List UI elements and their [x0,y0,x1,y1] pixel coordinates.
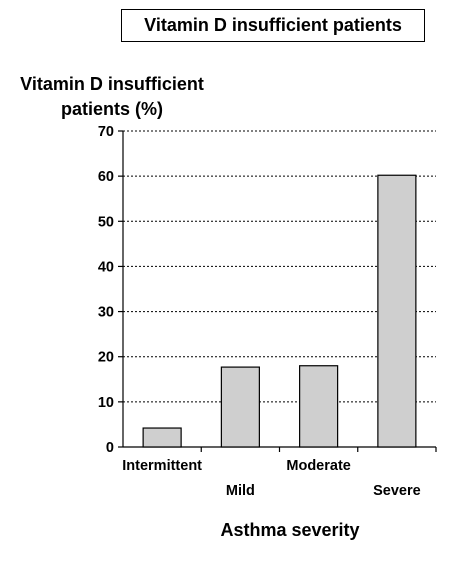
y-tick-label: 70 [98,124,114,140]
bar [377,174,417,448]
y-tick-label: 10 [98,395,114,411]
bar [142,427,182,448]
chart-title: Vitamin D insufficient patients [121,9,425,42]
x-tick-label: Severe [373,483,421,499]
bar [220,366,260,448]
y-tick-label: 60 [98,169,114,185]
y-axis-label: Vitamin D insufficient patients (%) [20,74,204,119]
x-axis-label: Asthma severity [220,520,360,540]
x-tick-label: Intermittent [122,458,202,474]
bar [299,365,339,448]
x-tick-label: Moderate [286,458,350,474]
y-tick-label: 40 [98,259,114,275]
y-tick-label: 0 [106,440,114,456]
x-tick-label: Mild [226,483,255,499]
y-tick-label: 30 [98,305,114,321]
y-tick-label: 20 [98,350,114,366]
y-tick-label: 50 [98,214,114,230]
